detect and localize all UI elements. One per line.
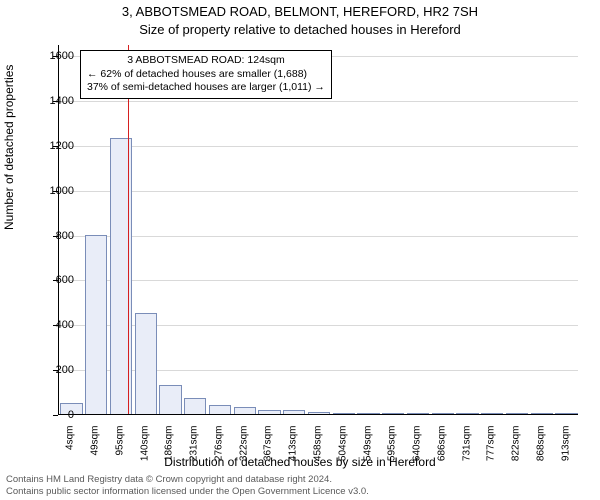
x-tick-label: 777sqm bbox=[486, 426, 497, 476]
bar bbox=[481, 413, 503, 414]
bar bbox=[308, 412, 330, 414]
x-tick-label: 595sqm bbox=[387, 426, 398, 476]
bar bbox=[357, 413, 379, 414]
x-tick-label: 549sqm bbox=[362, 426, 373, 476]
x-tick-label: 640sqm bbox=[412, 426, 423, 476]
bar bbox=[407, 413, 429, 414]
grid-line bbox=[59, 280, 578, 281]
grid-line bbox=[59, 191, 578, 192]
x-tick-label: 49sqm bbox=[90, 426, 101, 476]
y-tick-mark bbox=[53, 236, 58, 237]
bar bbox=[159, 385, 181, 414]
y-tick-mark bbox=[53, 325, 58, 326]
annotation-line: 37% of semi-detached houses are larger (… bbox=[87, 81, 325, 95]
y-axis-label: Number of detached properties bbox=[2, 65, 16, 230]
y-tick-mark bbox=[53, 370, 58, 371]
x-tick-label: 367sqm bbox=[263, 426, 274, 476]
y-tick-mark bbox=[53, 56, 58, 57]
bar bbox=[382, 413, 404, 414]
x-tick-label: 140sqm bbox=[139, 426, 150, 476]
bar bbox=[209, 405, 231, 414]
grid-line bbox=[59, 146, 578, 147]
bar bbox=[432, 413, 454, 414]
x-tick-label: 322sqm bbox=[238, 426, 249, 476]
bar bbox=[184, 398, 206, 414]
x-tick-label: 4sqm bbox=[65, 426, 76, 476]
bar bbox=[333, 413, 355, 414]
chart-title-main: 3, ABBOTSMEAD ROAD, BELMONT, HEREFORD, H… bbox=[0, 4, 600, 19]
bar bbox=[506, 413, 528, 414]
y-tick-mark bbox=[53, 191, 58, 192]
annotation-line: ← 62% of detached houses are smaller (1,… bbox=[87, 68, 325, 82]
x-tick-label: 913sqm bbox=[560, 426, 571, 476]
footer-line-1: Contains HM Land Registry data © Crown c… bbox=[6, 474, 332, 485]
annotation-line: 3 ABBOTSMEAD ROAD: 124sqm bbox=[87, 54, 325, 68]
y-tick-mark bbox=[53, 415, 58, 416]
chart-title-sub: Size of property relative to detached ho… bbox=[0, 22, 600, 37]
y-tick-mark bbox=[53, 101, 58, 102]
grid-line bbox=[59, 236, 578, 237]
bar bbox=[110, 138, 132, 414]
x-tick-label: 822sqm bbox=[511, 426, 522, 476]
x-tick-label: 186sqm bbox=[164, 426, 175, 476]
x-tick-label: 504sqm bbox=[337, 426, 348, 476]
bar bbox=[135, 313, 157, 414]
footer-line-2: Contains public sector information licen… bbox=[6, 486, 369, 497]
x-tick-label: 868sqm bbox=[535, 426, 546, 476]
x-tick-label: 95sqm bbox=[114, 426, 125, 476]
bar bbox=[85, 235, 107, 414]
bar bbox=[234, 407, 256, 414]
bar bbox=[555, 413, 577, 414]
plot-area bbox=[58, 45, 578, 415]
x-tick-label: 731sqm bbox=[461, 426, 472, 476]
x-tick-label: 686sqm bbox=[436, 426, 447, 476]
bar bbox=[283, 410, 305, 414]
reference-line bbox=[128, 45, 129, 414]
x-tick-label: 413sqm bbox=[288, 426, 299, 476]
y-tick-mark bbox=[53, 146, 58, 147]
x-tick-label: 458sqm bbox=[313, 426, 324, 476]
y-tick-mark bbox=[53, 280, 58, 281]
x-tick-label: 276sqm bbox=[213, 426, 224, 476]
bar bbox=[456, 413, 478, 414]
annotation-box: 3 ABBOTSMEAD ROAD: 124sqm← 62% of detach… bbox=[80, 50, 332, 99]
grid-line bbox=[59, 101, 578, 102]
bar bbox=[258, 410, 280, 414]
x-tick-label: 231sqm bbox=[189, 426, 200, 476]
bar bbox=[531, 413, 553, 414]
